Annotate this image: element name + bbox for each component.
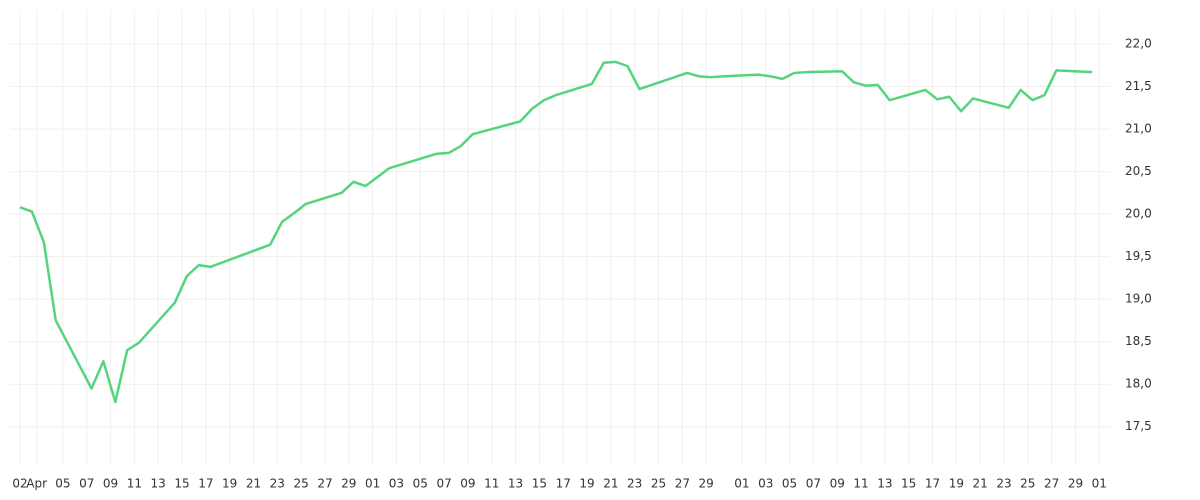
x-tick-label: 27 <box>1044 477 1059 491</box>
y-tick-label: 18,5 <box>1125 334 1152 348</box>
y-tick-label: 19,0 <box>1125 292 1152 306</box>
x-tick-label: 09 <box>460 477 475 491</box>
x-tick-label: 29 <box>1068 477 1083 491</box>
x-tick-label: 29 <box>341 477 356 491</box>
x-tick-label: 05 <box>413 477 428 491</box>
x-tick-label: 13 <box>508 477 523 491</box>
x-tick-label: 13 <box>877 477 892 491</box>
x-tick-label: 09 <box>103 477 118 491</box>
x-tick-label: 05 <box>782 477 797 491</box>
y-tick-label: 21,5 <box>1125 79 1152 93</box>
x-tick-label: 11 <box>484 477 499 491</box>
x-tick-label: 17 <box>925 477 940 491</box>
x-tick-label: Apr <box>26 477 47 491</box>
x-tick-label: 11 <box>127 477 142 491</box>
x-tick-label: 03 <box>389 477 404 491</box>
x-tick-label: 02 <box>12 477 27 491</box>
y-tick-label: 20,0 <box>1125 207 1152 221</box>
x-tick-label: 11 <box>853 477 868 491</box>
x-tick-label: 07 <box>436 477 451 491</box>
x-tick-label: 25 <box>294 477 309 491</box>
y-tick-label: 22,0 <box>1125 37 1152 51</box>
x-tick-label: 19 <box>949 477 964 491</box>
y-tick-label: 19,5 <box>1125 249 1152 263</box>
x-tick-label: 03 <box>758 477 773 491</box>
x-tick-label: 07 <box>79 477 94 491</box>
y-tick-label: 18,0 <box>1125 377 1152 391</box>
x-tick-label: 13 <box>151 477 166 491</box>
x-tick-label: 21 <box>603 477 618 491</box>
line-series <box>19 60 1093 404</box>
x-tick-label: 01 <box>365 477 380 491</box>
x-tick-label: 25 <box>651 477 666 491</box>
x-tick-label: 23 <box>270 477 285 491</box>
y-tick-label: 17,5 <box>1125 419 1152 433</box>
x-tick-label: 23 <box>996 477 1011 491</box>
x-tick-label: 19 <box>579 477 594 491</box>
x-tick-label: 21 <box>973 477 988 491</box>
x-tick-label: 15 <box>174 477 189 491</box>
x-tick-label: 27 <box>317 477 332 491</box>
x-tick-label: 21 <box>246 477 261 491</box>
x-tick-label: 19 <box>222 477 237 491</box>
x-tick-label: 29 <box>699 477 714 491</box>
y-tick-label: 21,0 <box>1125 122 1152 136</box>
x-tick-label: 25 <box>1020 477 1035 491</box>
x-tick-label: 15 <box>901 477 916 491</box>
x-tick-label: 15 <box>532 477 547 491</box>
x-tick-label: 17 <box>198 477 213 491</box>
x-tick-label: 09 <box>830 477 845 491</box>
x-tick-label: 01 <box>734 477 749 491</box>
y-tick-label: 20,5 <box>1125 164 1152 178</box>
x-tick-label: 01 <box>1092 477 1107 491</box>
x-tick-label: 07 <box>806 477 821 491</box>
x-tick-label: 05 <box>55 477 70 491</box>
x-tick-label: 23 <box>627 477 642 491</box>
x-tick-label: 27 <box>675 477 690 491</box>
x-tick-label: 17 <box>556 477 571 491</box>
